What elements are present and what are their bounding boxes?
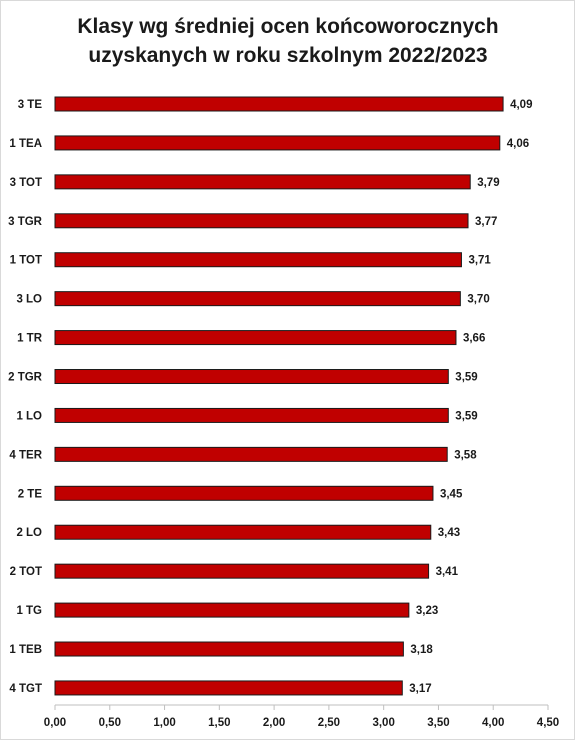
value-label: 3,58 [454, 449, 477, 461]
value-label: 3,45 [440, 488, 463, 500]
value-label: 3,23 [416, 605, 438, 617]
chart-title-line-2: uzyskanych w roku szkolnym 2022/2023 [88, 44, 488, 67]
value-label: 4,09 [510, 99, 532, 111]
value-label: 3,70 [467, 294, 489, 306]
bars-layer: 3 TE 4,09 1 TEA 4,06 3 TOT 3,79 3 TGR 3,77 1 TOT… [8, 96, 532, 696]
bar [54, 485, 434, 501]
value-label: 3,18 [410, 644, 433, 656]
bar [54, 135, 501, 151]
bar [54, 213, 469, 229]
category-label: 1 TR [17, 333, 43, 345]
bar [54, 174, 471, 190]
category-label: 3 LO [16, 294, 42, 306]
x-tick-label: 2,50 [318, 717, 340, 729]
category-label: 1 TOT [10, 255, 42, 267]
value-label: 3,71 [468, 255, 491, 267]
x-tick-label: 2,00 [263, 717, 285, 729]
value-label: 3,43 [438, 527, 460, 539]
bar [54, 291, 461, 307]
category-label: 1 TEB [9, 644, 42, 656]
bar [54, 330, 457, 346]
category-label: 2 TE [18, 488, 43, 500]
category-label: 2 TGR [8, 372, 43, 384]
bar [54, 641, 404, 657]
x-axis: 0,00 0,50 1,00 1,50 2,00 2,50 3,00 3,50 4,00 4,50 [44, 704, 559, 729]
value-label: 3,66 [463, 333, 485, 345]
x-tick-label: 1,00 [153, 717, 175, 729]
category-label: 1 LO [16, 410, 42, 422]
bar [54, 369, 449, 385]
x-tick-label: 0,00 [44, 717, 66, 729]
bar [54, 602, 410, 618]
bar [54, 680, 403, 696]
value-label: 3,59 [455, 410, 477, 422]
category-label: 4 TER [9, 449, 42, 461]
value-label: 3,59 [455, 372, 477, 384]
category-label: 2 TOT [10, 566, 42, 578]
chart-title-line-1: Klasy wg średniej ocen końcoworocznych [77, 15, 499, 38]
bar [54, 407, 449, 423]
x-tick-label: 4,50 [537, 717, 559, 729]
value-label: 3,17 [409, 683, 431, 695]
chart-title: Klasy wg średniej ocen końcoworocznych u… [0, 12, 576, 70]
value-label: 3,77 [475, 216, 497, 228]
category-label: 3 TE [18, 99, 43, 111]
x-tick-label: 0,50 [99, 717, 121, 729]
x-tick-label: 4,00 [482, 717, 504, 729]
x-tick-label: 1,50 [208, 717, 230, 729]
category-label: 4 TGT [9, 683, 42, 695]
category-label: 2 LO [16, 527, 42, 539]
bar [54, 524, 432, 540]
category-label: 3 TOT [10, 177, 42, 189]
value-label: 3,79 [477, 177, 499, 189]
category-label: 1 TG [16, 605, 42, 617]
x-tick-label: 3,00 [372, 717, 394, 729]
bar [54, 252, 462, 268]
value-label: 4,06 [507, 138, 529, 150]
bar [54, 446, 448, 462]
category-label: 1 TEA [9, 138, 42, 150]
bar [54, 96, 504, 112]
x-tick-label: 3,50 [427, 717, 449, 729]
category-label: 3 TGR [8, 216, 43, 228]
bar [54, 563, 430, 579]
value-label: 3,41 [436, 566, 459, 578]
